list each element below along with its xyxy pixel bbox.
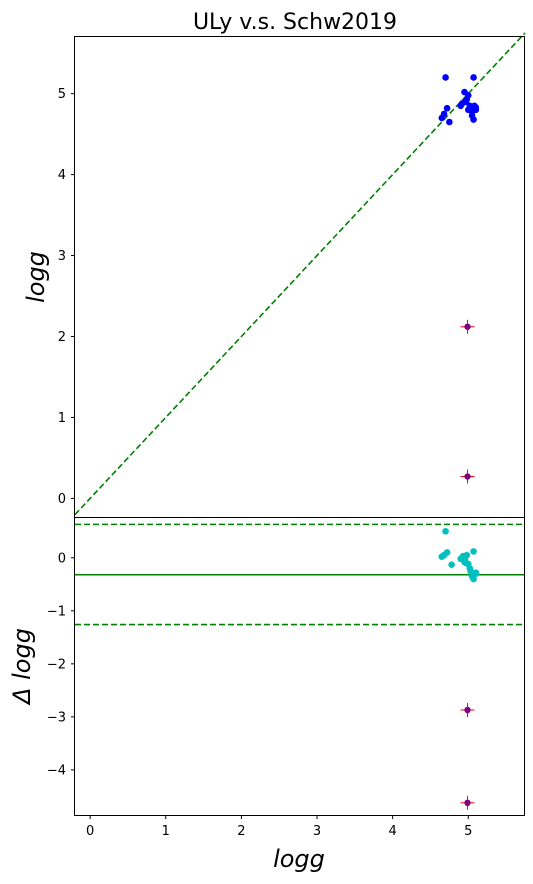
chart-title: ULy v.s. Schw2019 bbox=[193, 10, 397, 35]
top-y-tick-label: 2 bbox=[58, 330, 66, 345]
top-marks bbox=[74, 32, 526, 516]
bottom-outlier-point bbox=[460, 702, 475, 717]
top-series-0-point bbox=[472, 104, 480, 111]
x-tick-label: 2 bbox=[237, 824, 245, 839]
bottom-y-ticks: −4 −3 −2 −1 0 bbox=[47, 551, 75, 778]
top-outlier-point bbox=[460, 319, 475, 334]
top-y-tick-label: 5 bbox=[58, 87, 66, 102]
bottom-outlier-point bbox=[460, 795, 475, 810]
x-tick-label: 4 bbox=[389, 824, 397, 839]
x-tick-label: 5 bbox=[464, 824, 472, 839]
x-tick-label: 3 bbox=[313, 824, 321, 839]
bottom-series-0-point bbox=[442, 527, 449, 535]
bottom-y-tick-label: −4 bbox=[47, 763, 66, 778]
bottom-series-0-point bbox=[443, 549, 451, 556]
bottom-series-0-point bbox=[448, 561, 455, 568]
top-y-axis-label: logg bbox=[22, 251, 50, 303]
x-tick-label: 0 bbox=[86, 824, 94, 839]
bottom-panel: −4 −3 −2 −1 0 0 1 2 3 4 5 Δ logg logg bbox=[8, 517, 525, 873]
bottom-series-0-point bbox=[461, 557, 469, 564]
x-axis-ticks: 0 1 2 3 4 5 bbox=[86, 815, 472, 839]
bottom-y-tick-label: −1 bbox=[47, 604, 66, 619]
top-series-0-point bbox=[470, 116, 477, 123]
top-series-0-point bbox=[438, 114, 446, 122]
top-y-ticks: 0 1 2 3 4 5 bbox=[58, 87, 75, 507]
bottom-marks bbox=[75, 523, 525, 810]
top-series-0-point bbox=[443, 104, 451, 112]
bottom-y-tick-label: −2 bbox=[47, 657, 66, 672]
top-y-tick-label: 4 bbox=[58, 168, 66, 183]
x-tick-label: 1 bbox=[162, 824, 170, 839]
top-outlier-dot bbox=[464, 323, 471, 330]
top-series-0-point bbox=[463, 96, 471, 103]
top-y-tick-label: 1 bbox=[58, 411, 66, 426]
top-y-tick-label: 0 bbox=[58, 492, 66, 507]
bottom-outlier-dot bbox=[464, 706, 471, 714]
bottom-series-0-point bbox=[470, 548, 477, 555]
bottom-series-0-point bbox=[470, 575, 477, 583]
top-plot-frame bbox=[74, 36, 525, 518]
top-panel: 0 1 2 3 4 5 logg bbox=[22, 32, 526, 518]
top-outlier-dot bbox=[464, 473, 471, 480]
top-one-to-one-line bbox=[74, 32, 526, 516]
top-series-0-point bbox=[470, 74, 477, 81]
top-series-0-point bbox=[442, 74, 449, 81]
bottom-outlier-dot bbox=[464, 799, 471, 807]
bottom-series-0-point bbox=[463, 551, 471, 559]
bottom-y-tick-label: 0 bbox=[58, 551, 66, 566]
top-series-0-point bbox=[466, 102, 474, 110]
top-series-0-point bbox=[446, 118, 453, 126]
top-outlier-point bbox=[460, 469, 475, 484]
bottom-series-0-point bbox=[472, 570, 480, 577]
top-y-tick-label: 3 bbox=[58, 249, 66, 264]
bottom-y-axis-label: Δ logg bbox=[8, 628, 36, 706]
x-axis-label: logg bbox=[273, 845, 325, 873]
bottom-y-tick-label: −3 bbox=[47, 710, 66, 725]
bottom-plot-frame bbox=[74, 517, 525, 816]
